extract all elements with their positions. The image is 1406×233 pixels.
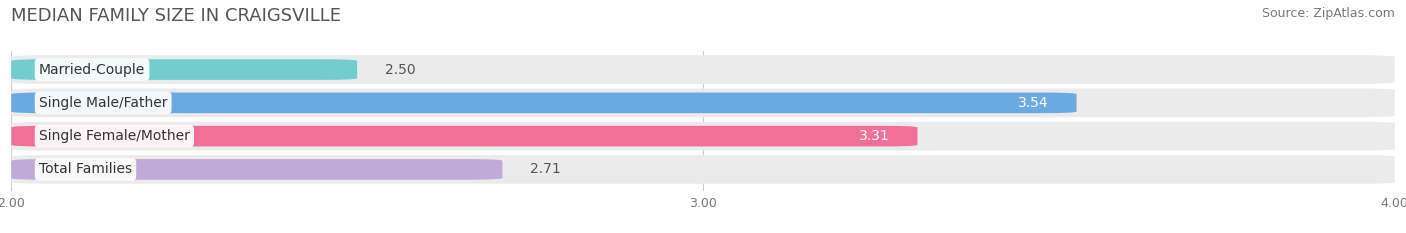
- Text: Total Families: Total Families: [39, 162, 132, 176]
- Text: 2.71: 2.71: [530, 162, 561, 176]
- FancyBboxPatch shape: [11, 122, 1395, 151]
- Text: MEDIAN FAMILY SIZE IN CRAIGSVILLE: MEDIAN FAMILY SIZE IN CRAIGSVILLE: [11, 7, 342, 25]
- Text: 3.31: 3.31: [859, 129, 890, 143]
- FancyBboxPatch shape: [11, 93, 1077, 113]
- FancyBboxPatch shape: [11, 59, 357, 80]
- FancyBboxPatch shape: [11, 55, 1395, 84]
- Text: 2.50: 2.50: [385, 63, 415, 77]
- FancyBboxPatch shape: [11, 89, 1395, 117]
- Text: Source: ZipAtlas.com: Source: ZipAtlas.com: [1261, 7, 1395, 20]
- Text: Single Male/Father: Single Male/Father: [39, 96, 167, 110]
- FancyBboxPatch shape: [11, 159, 502, 180]
- FancyBboxPatch shape: [11, 155, 1395, 184]
- Text: 3.54: 3.54: [1018, 96, 1049, 110]
- FancyBboxPatch shape: [11, 126, 918, 147]
- Text: Married-Couple: Married-Couple: [39, 63, 145, 77]
- Text: Single Female/Mother: Single Female/Mother: [39, 129, 190, 143]
